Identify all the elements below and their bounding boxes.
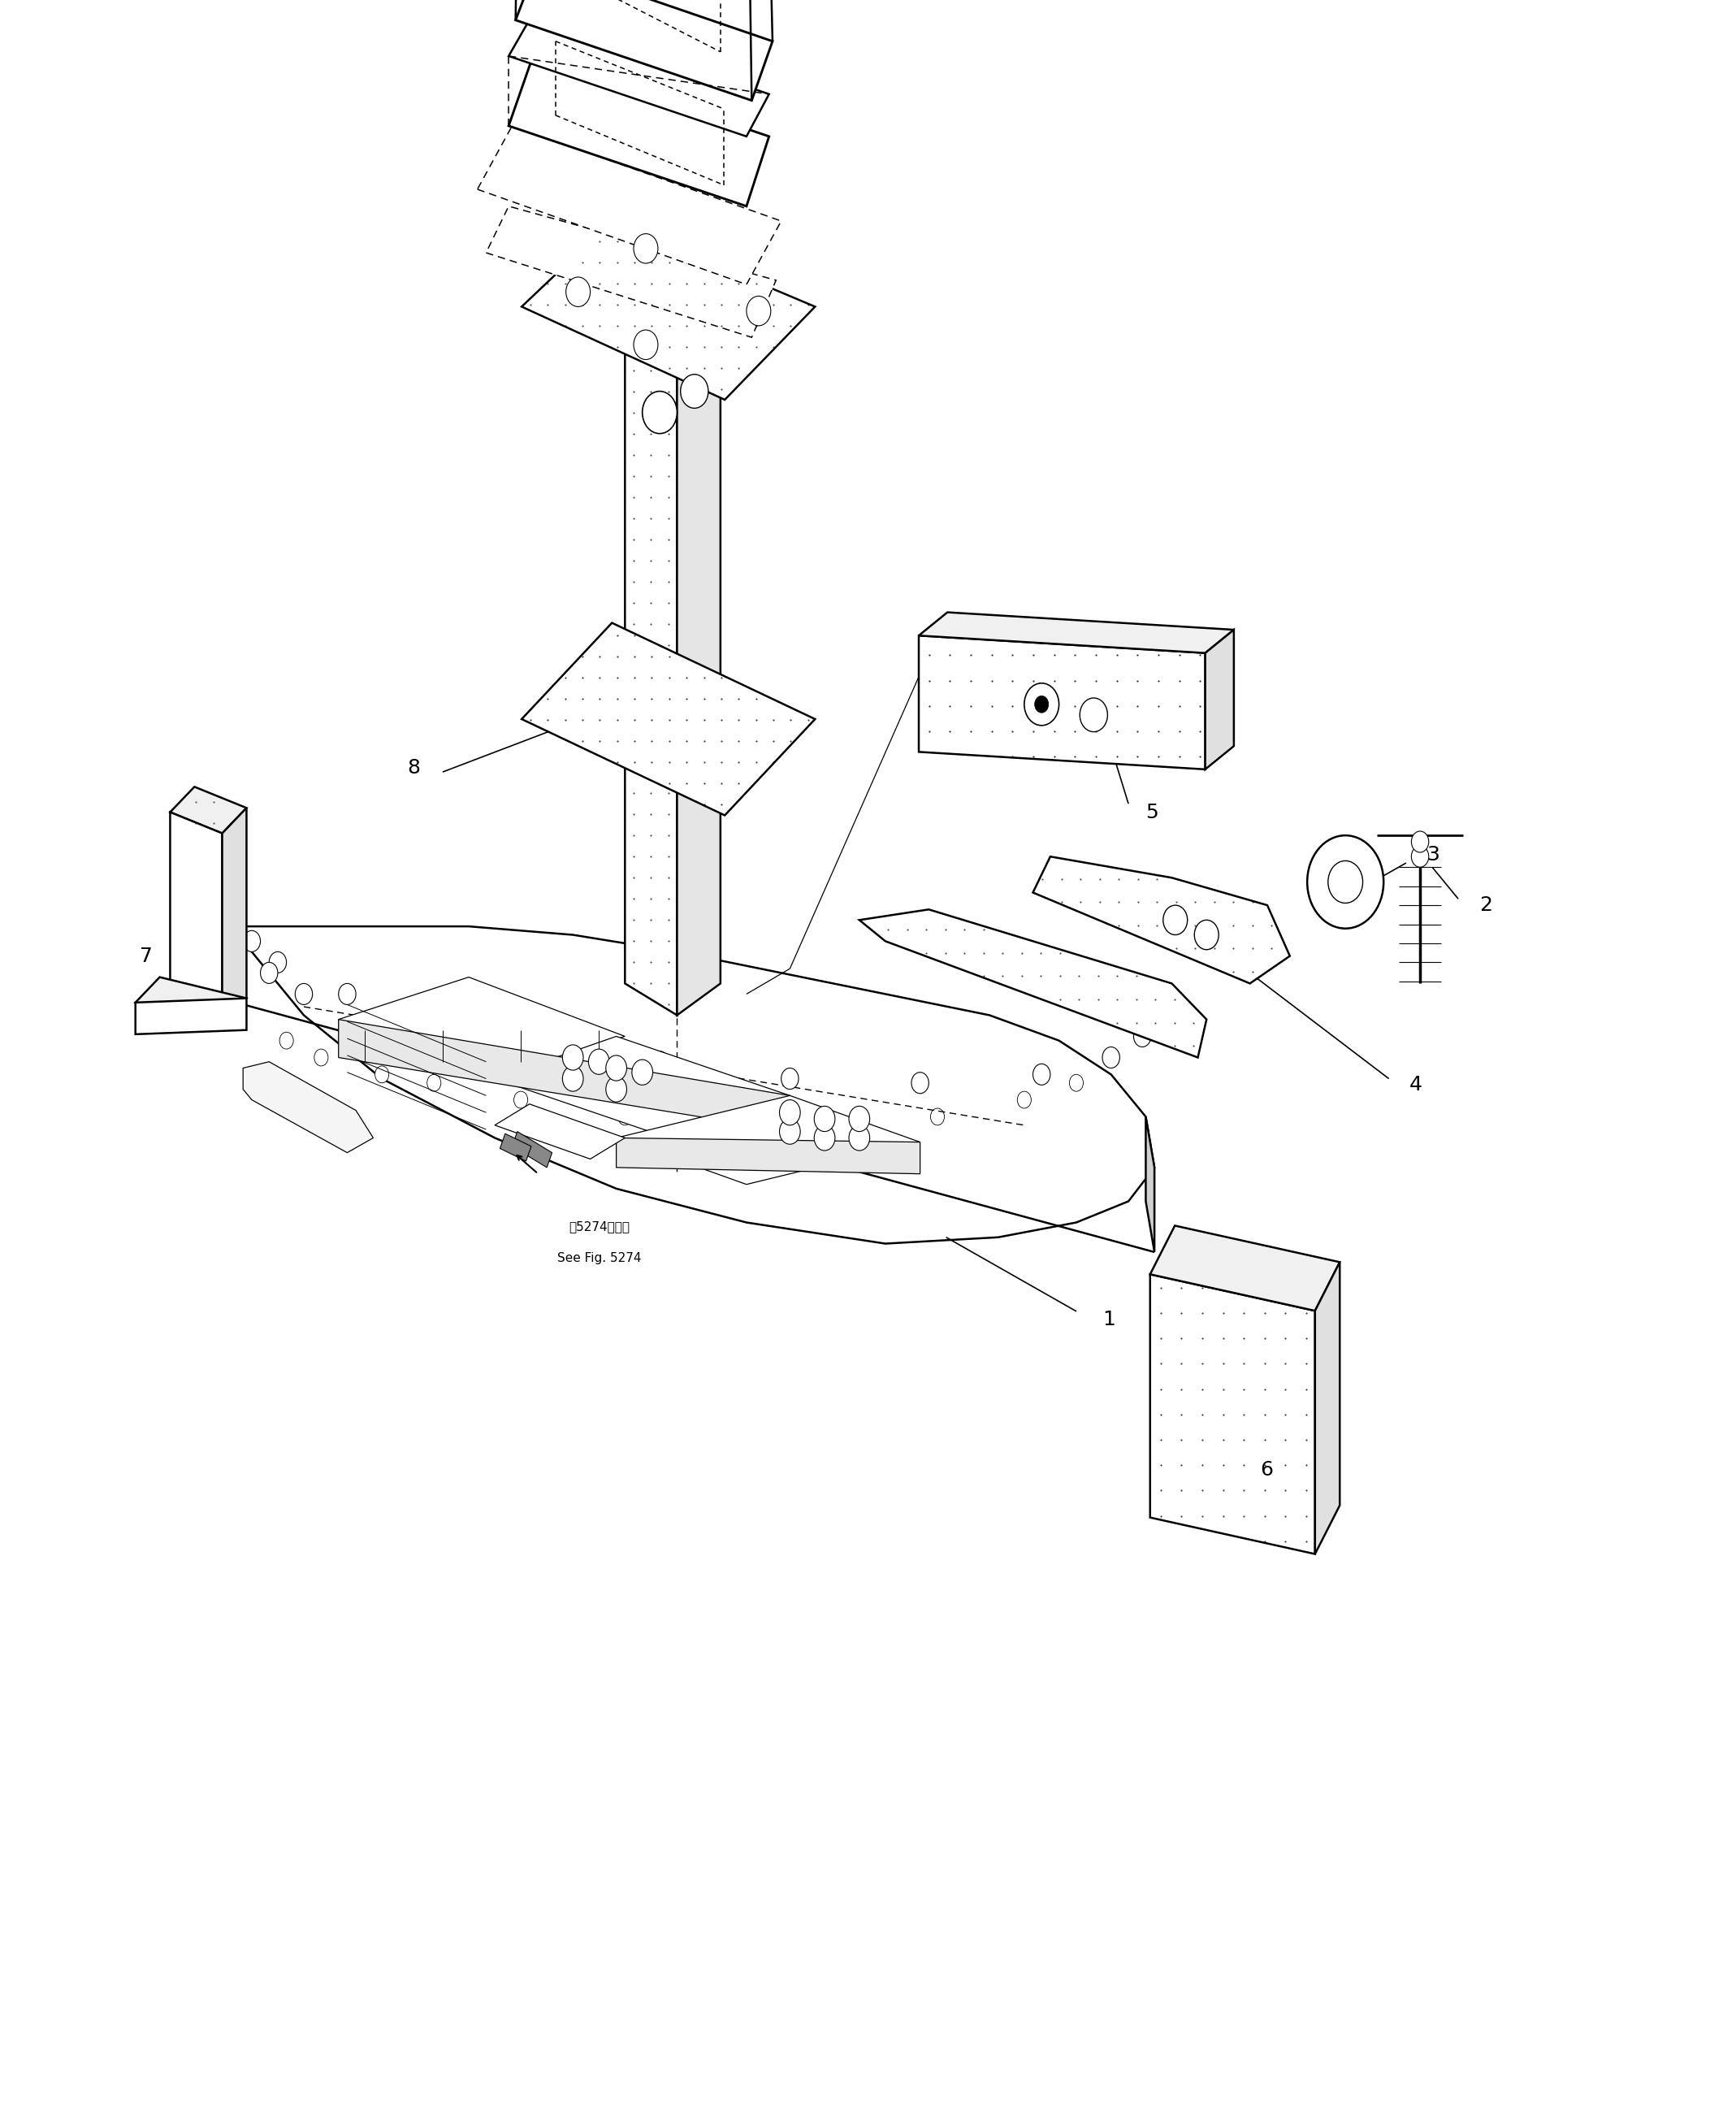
Circle shape (746, 296, 771, 326)
Circle shape (1411, 831, 1429, 852)
Polygon shape (1151, 1225, 1340, 1311)
Text: See Fig. 5274: See Fig. 5274 (557, 1252, 641, 1265)
Circle shape (1411, 846, 1429, 867)
Polygon shape (495, 1036, 790, 1138)
Polygon shape (243, 1062, 373, 1153)
Circle shape (1080, 698, 1108, 732)
Circle shape (375, 1066, 389, 1083)
Text: 4: 4 (1410, 1074, 1422, 1096)
Circle shape (606, 1077, 627, 1102)
Circle shape (1033, 1064, 1050, 1085)
Polygon shape (1205, 630, 1234, 770)
Polygon shape (222, 808, 247, 1024)
Circle shape (642, 391, 677, 434)
Circle shape (781, 1068, 799, 1089)
Polygon shape (205, 909, 1154, 1244)
Circle shape (562, 1045, 583, 1070)
Circle shape (408, 1005, 425, 1026)
Circle shape (618, 1108, 632, 1125)
Text: 2: 2 (1479, 895, 1491, 916)
Circle shape (632, 1060, 653, 1085)
Polygon shape (516, 0, 773, 99)
Polygon shape (495, 1104, 625, 1159)
Polygon shape (509, 55, 769, 205)
Text: 8: 8 (408, 757, 420, 778)
Circle shape (651, 1051, 668, 1072)
Circle shape (1134, 1026, 1151, 1047)
Polygon shape (918, 611, 1234, 654)
Polygon shape (521, 622, 816, 814)
Circle shape (1069, 1074, 1083, 1091)
Circle shape (243, 931, 260, 952)
Circle shape (1194, 920, 1219, 950)
Circle shape (1163, 905, 1187, 935)
Polygon shape (625, 307, 677, 1015)
Circle shape (566, 277, 590, 307)
Polygon shape (339, 1019, 790, 1132)
Text: 5: 5 (1146, 802, 1158, 823)
Circle shape (1035, 696, 1049, 713)
Text: 3: 3 (1427, 844, 1439, 865)
Circle shape (279, 1032, 293, 1049)
Circle shape (427, 1074, 441, 1091)
Polygon shape (677, 307, 720, 1015)
Polygon shape (135, 998, 247, 1034)
Circle shape (589, 1049, 609, 1074)
Polygon shape (859, 909, 1207, 1058)
Polygon shape (170, 812, 222, 1024)
Circle shape (562, 1066, 583, 1091)
Polygon shape (625, 275, 720, 338)
Polygon shape (500, 1134, 531, 1161)
Polygon shape (135, 977, 247, 1024)
Circle shape (634, 330, 658, 360)
Circle shape (814, 1106, 835, 1132)
Circle shape (314, 1049, 328, 1066)
Polygon shape (477, 125, 781, 286)
Polygon shape (512, 1132, 552, 1167)
Circle shape (634, 233, 658, 262)
Circle shape (826, 1117, 840, 1134)
Circle shape (814, 1125, 835, 1151)
Circle shape (606, 1055, 627, 1081)
Text: 1: 1 (1102, 1309, 1115, 1330)
Polygon shape (339, 977, 625, 1079)
Circle shape (260, 962, 278, 983)
Circle shape (339, 983, 356, 1005)
Polygon shape (1146, 1117, 1154, 1252)
Circle shape (514, 1091, 528, 1108)
Circle shape (911, 1072, 929, 1093)
Polygon shape (616, 1138, 920, 1174)
Circle shape (1024, 683, 1059, 725)
Polygon shape (1316, 1263, 1340, 1555)
Circle shape (1307, 835, 1384, 928)
Circle shape (849, 1125, 870, 1151)
Circle shape (930, 1108, 944, 1125)
Circle shape (1328, 861, 1363, 903)
Circle shape (722, 1117, 736, 1134)
Text: 第5274図参照: 第5274図参照 (568, 1220, 630, 1233)
Circle shape (779, 1100, 800, 1125)
Polygon shape (1151, 1273, 1316, 1555)
Polygon shape (205, 920, 226, 994)
Circle shape (1017, 1091, 1031, 1108)
Polygon shape (486, 205, 776, 336)
Polygon shape (521, 220, 816, 400)
Circle shape (681, 374, 708, 408)
Polygon shape (918, 634, 1205, 770)
Circle shape (779, 1119, 800, 1144)
Circle shape (529, 1026, 547, 1047)
Circle shape (269, 952, 286, 973)
Polygon shape (1033, 857, 1290, 983)
Circle shape (1102, 1047, 1120, 1068)
Polygon shape (170, 787, 247, 833)
Polygon shape (509, 13, 769, 135)
Text: 7: 7 (141, 945, 153, 967)
Circle shape (295, 983, 312, 1005)
Polygon shape (616, 1096, 920, 1184)
Circle shape (849, 1106, 870, 1132)
Text: 6: 6 (1260, 1459, 1272, 1480)
